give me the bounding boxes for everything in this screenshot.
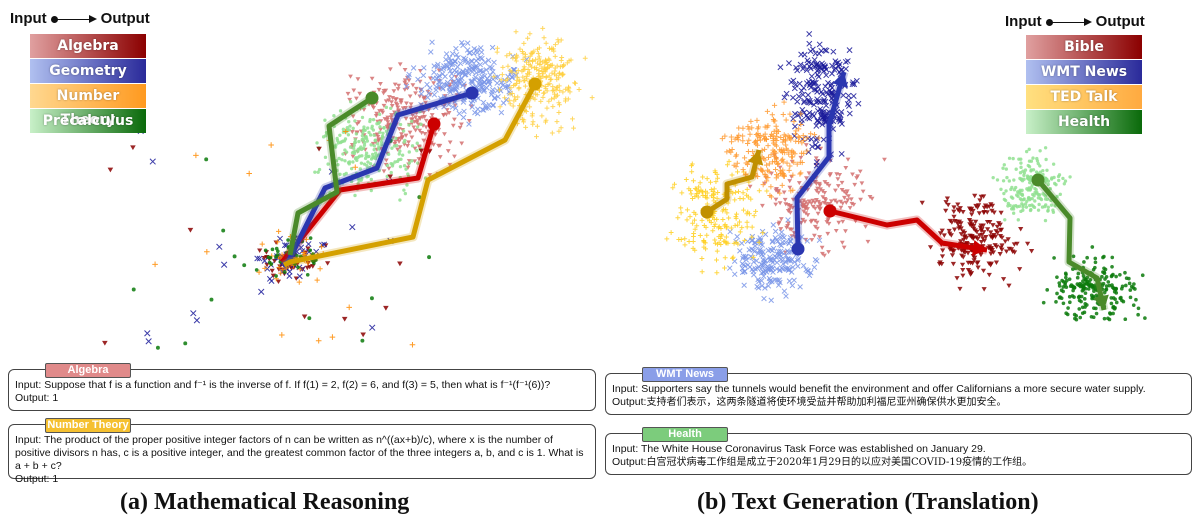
example-output: 支持者们表示，这两条隧道将使环境受益并帮助加利福尼亚州确保供水更加安全。: [646, 397, 1007, 408]
arrow-icon: [50, 13, 97, 25]
legend-item-ted-talk: TED Talk: [1026, 85, 1142, 109]
category-legend: Bible WMT News TED Talk Health: [1026, 35, 1142, 135]
trajectory-line: [281, 77, 542, 270]
example-input: Input: The product of the proper positiv…: [15, 434, 584, 472]
trajectory-line: [285, 91, 379, 256]
example-output-row: Output:白宫冠状病毒工作组是成立于2020年1月29日的以应对美国COVI…: [612, 456, 1185, 469]
example-input: Input: Suppose that f is a function and …: [15, 379, 551, 391]
legend-item-health: Health: [1026, 110, 1142, 134]
example-health: Health Input: The White House Coronaviru…: [605, 427, 1192, 475]
example-input: Input: Supporters say the tunnels would …: [612, 383, 1146, 395]
example-algebra: Algebra Input: Suppose that f is a funct…: [8, 363, 596, 411]
caption-a: (a) Mathematical Reasoning: [120, 489, 410, 515]
example-tag: Health: [642, 427, 728, 442]
arrow-icon: [1045, 16, 1092, 28]
trajectory-line: [791, 70, 849, 256]
panel-translation: Input Output Bible WMT News TED Talk Health…: [597, 0, 1194, 515]
legend-item-bible: Bible: [1026, 35, 1142, 59]
example-output: 白宫冠状病毒工作组是成立于2020年1月29日的以应对美国COVID-19疫情的…: [646, 457, 1033, 468]
example-wmt-news: WMT News Input: Supporters say the tunne…: [605, 367, 1192, 415]
example-number-theory: Number Theory Input: The product of the …: [8, 418, 596, 485]
legend-item-number-theory: Number Theory: [30, 84, 146, 128]
output-label: Output:: [612, 396, 647, 408]
example-tag: Algebra: [45, 363, 131, 378]
input-label: Input: [1005, 13, 1042, 30]
example-output: Output: 1: [15, 392, 59, 404]
scatter-plot-math: [102, 25, 595, 350]
trajectory-line: [823, 204, 988, 256]
legend-item-wmt-news: WMT News: [1026, 60, 1142, 84]
legend-item-precalculus: Precalculus: [30, 109, 146, 133]
output-label: Output: [1095, 13, 1145, 30]
example-output-row: Output:支持者们表示，这两条隧道将使环境受益并帮助加利福尼亚州确保供水更加…: [612, 396, 1185, 409]
legend-item-geometry: Geometry: [30, 59, 146, 83]
scatter-plot-translation: [664, 31, 1147, 322]
example-tag: WMT News: [642, 367, 728, 382]
input-label: Input: [10, 10, 47, 27]
input-output-legend: Input Output: [10, 10, 150, 27]
trajectory-line: [1031, 173, 1109, 311]
example-output: Output: 1: [15, 473, 59, 485]
legend-item-algebra: Algebra: [30, 34, 146, 58]
trajectory-line: [700, 148, 764, 219]
example-tag: Number Theory: [45, 418, 131, 433]
caption-b: (b) Text Generation (Translation): [697, 489, 1039, 515]
output-label: Output: [100, 10, 150, 27]
example-input: Input: The White House Coronavirus Task …: [612, 443, 986, 455]
input-output-legend: Input Output: [1005, 13, 1145, 30]
output-label: Output:: [612, 456, 647, 468]
